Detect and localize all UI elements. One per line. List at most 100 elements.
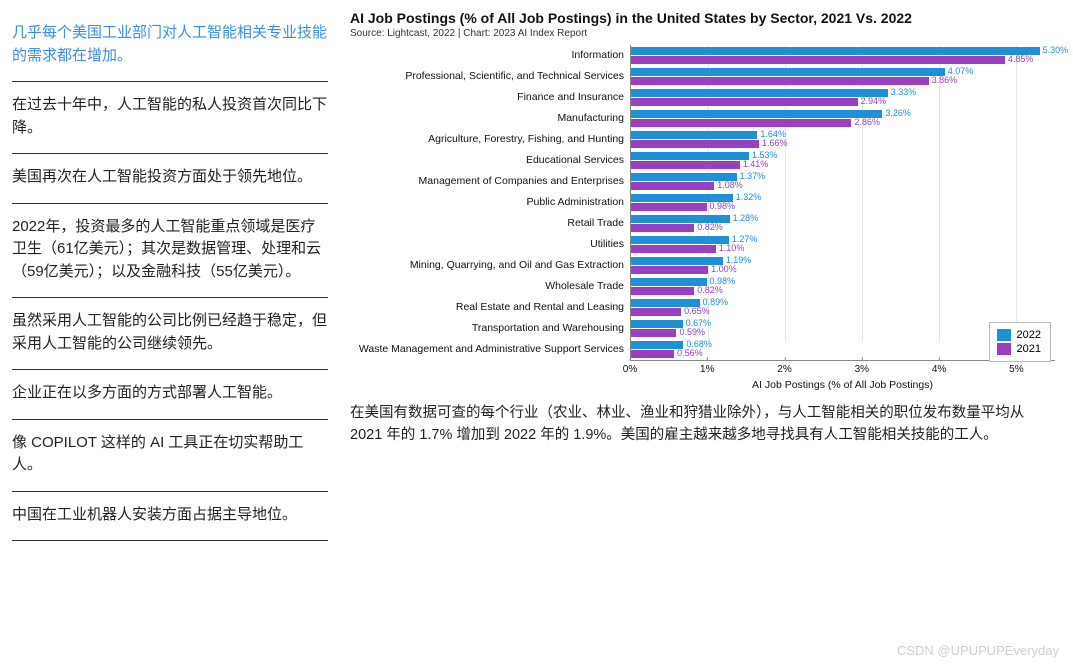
bar-row: 3.33%2.94% [631,87,1055,108]
legend-label: 2022 [1017,329,1041,341]
sidebar-item-0[interactable]: 几乎每个美国工业部门对人工智能相关专业技能的需求都在增加。 [12,10,328,82]
category-labels: InformationProfessional, Scientific, and… [350,45,630,360]
bar-row: 1.64%1.66% [631,129,1055,150]
bar-value-2022: 1.19% [723,256,752,264]
category-label: Retail Trade [350,213,624,234]
main-panel: AI Job Postings (% of All Job Postings) … [340,0,1073,666]
x-tick: 4% [932,361,946,375]
bar-value-2022: 3.26% [882,109,911,117]
sidebar-item-5[interactable]: 企业正在以多方面的方式部署人工智能。 [12,370,328,420]
bar-2022: 1.64% [631,131,757,139]
category-label: Information [350,45,624,66]
bar-2022: 3.26% [631,110,882,118]
bar-row: 0.98%0.82% [631,276,1055,297]
body-text: 在美国有数据可查的每个行业（农业、林业、渔业和狩猎业除外），与人工智能相关的职位… [350,402,1055,447]
x-tick: 1% [700,361,714,375]
category-label: Educational Services [350,150,624,171]
bar-2022: 0.67% [631,320,683,328]
legend: 20222021 [989,322,1051,362]
sidebar: 几乎每个美国工业部门对人工智能相关专业技能的需求都在增加。在过去十年中，人工智能… [0,0,340,666]
bar-2021: 2.94% [631,98,858,106]
bar-2021: 0.59% [631,329,676,337]
bar-value-2021: 0.59% [676,328,705,336]
bar-row: 1.32%0.98% [631,192,1055,213]
bar-2021: 1.41% [631,161,740,169]
bar-2022: 0.98% [631,278,707,286]
bar-2021: 0.82% [631,287,694,295]
bar-value-2022: 1.53% [749,151,778,159]
sidebar-item-3[interactable]: 2022年，投资最多的人工智能重点领域是医疗卫生（61亿美元）；其次是数据管理、… [12,204,328,299]
bar-2022: 5.30% [631,47,1040,55]
sidebar-item-4[interactable]: 虽然采用人工智能的公司比例已经趋于稳定，但采用人工智能的公司继续领先。 [12,298,328,370]
bar-value-2021: 0.82% [694,223,723,231]
bar-row: 4.07%3.86% [631,66,1055,87]
bar-row: 0.89%0.65% [631,297,1055,318]
bar-row: 1.19%1.00% [631,255,1055,276]
bar-2021: 0.98% [631,203,707,211]
bar-value-2022: 3.33% [888,88,917,96]
bar-value-2021: 1.10% [716,244,745,252]
sidebar-item-1[interactable]: 在过去十年中，人工智能的私人投资首次同比下降。 [12,82,328,154]
watermark: CSDN @UPUPUPEveryday [897,643,1059,658]
bar-2021: 0.65% [631,308,681,316]
bar-2021: 1.66% [631,140,759,148]
chart-source: Source: Lightcast, 2022 | Chart: 2023 AI… [350,28,1055,39]
bar-value-2022: 1.32% [733,193,762,201]
category-label: Finance and Insurance [350,87,624,108]
category-label: Waste Management and Administrative Supp… [350,339,624,360]
bar-2021: 0.82% [631,224,694,232]
bar-value-2022: 1.37% [737,172,766,180]
bar-row: 5.30%4.85% [631,45,1055,66]
sidebar-item-6[interactable]: 像 COPILOT 这样的 AI 工具正在切实帮助工人。 [12,420,328,492]
legend-row: 2022 [997,328,1041,342]
category-label: Professional, Scientific, and Technical … [350,66,624,87]
bar-2021: 0.56% [631,350,674,358]
bar-value-2022: 1.27% [729,235,758,243]
category-label: Real Estate and Rental and Leasing [350,297,624,318]
bar-value-2021: 0.82% [694,286,723,294]
x-tick: 3% [855,361,869,375]
sidebar-item-2[interactable]: 美国再次在人工智能投资方面处于领先地位。 [12,154,328,204]
bar-value-2021: 2.94% [858,97,887,105]
bar-row: 3.26%2.86% [631,108,1055,129]
sidebar-item-7[interactable]: 中国在工业机器人安装方面占据主导地位。 [12,492,328,542]
legend-row: 2021 [997,342,1041,356]
plot-area: 5.30%4.85%4.07%3.86%3.33%2.94%3.26%2.86%… [630,45,1055,360]
category-label: Public Administration [350,192,624,213]
category-label: Wholesale Trade [350,276,624,297]
bar-value-2022: 0.67% [683,319,712,327]
bar-value-2021: 0.56% [674,349,703,357]
category-label: Manufacturing [350,108,624,129]
bar-2022: 3.33% [631,89,888,97]
bar-value-2021: 1.41% [740,160,769,168]
bar-2021: 2.86% [631,119,851,127]
legend-swatch [997,329,1011,341]
bar-value-2022: 4.07% [945,67,974,75]
legend-swatch [997,343,1011,355]
bar-2022: 0.68% [631,341,683,349]
bar-2021: 1.10% [631,245,716,253]
bar-value-2021: 3.86% [929,76,958,84]
bar-value-2022: 0.89% [700,298,729,306]
category-label: Management of Companies and Enterprises [350,171,624,192]
bar-value-2021: 1.66% [759,139,788,147]
bar-value-2021: 0.65% [681,307,710,315]
bar-value-2021: 0.98% [707,202,736,210]
category-label: Agriculture, Forestry, Fishing, and Hunt… [350,129,624,150]
bar-value-2022: 0.68% [683,340,712,348]
bar-row: 1.28%0.82% [631,213,1055,234]
x-tick: 2% [777,361,791,375]
bar-2021: 1.08% [631,182,714,190]
x-tick: 5% [1009,361,1023,375]
chart: InformationProfessional, Scientific, and… [350,45,1055,360]
bar-row: 1.27%1.10% [631,234,1055,255]
bar-value-2021: 4.85% [1005,55,1034,63]
bar-2022: 1.19% [631,257,723,265]
bar-2022: 1.27% [631,236,729,244]
bar-value-2022: 5.30% [1040,46,1069,54]
bar-value-2022: 1.64% [757,130,786,138]
bar-value-2021: 1.08% [714,181,743,189]
bar-value-2021: 2.86% [851,118,880,126]
bar-2022: 4.07% [631,68,945,76]
bar-row: 1.53%1.41% [631,150,1055,171]
